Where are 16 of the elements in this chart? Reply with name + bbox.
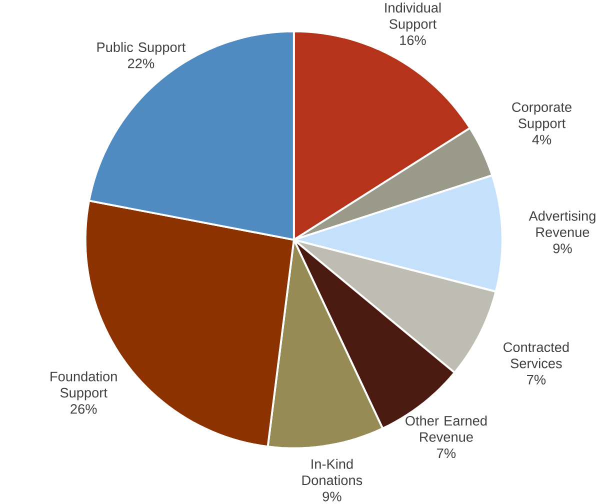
data-label: 9% — [553, 244, 572, 254]
data-label: 16% — [400, 35, 426, 46]
data-label: 9% — [322, 492, 342, 502]
slice-label: Corporate Support — [512, 102, 572, 131]
data-label: 7% — [437, 448, 456, 458]
slice-label: Contracted Services — [504, 342, 569, 368]
slice-label: In-Kind Donations — [302, 458, 362, 486]
data-label: 26% — [70, 404, 97, 414]
data-label: 22% — [128, 58, 154, 68]
slice-label: Other Earned Revenue — [406, 416, 487, 442]
slice-label: Foundation Support — [50, 371, 117, 400]
slice-label: Individual Support — [385, 2, 441, 32]
data-label: 7% — [527, 374, 546, 384]
slice-label: Advertising Revenue — [528, 210, 596, 238]
data-label: 4% — [532, 134, 552, 144]
slice-label: Public Support — [97, 42, 186, 55]
